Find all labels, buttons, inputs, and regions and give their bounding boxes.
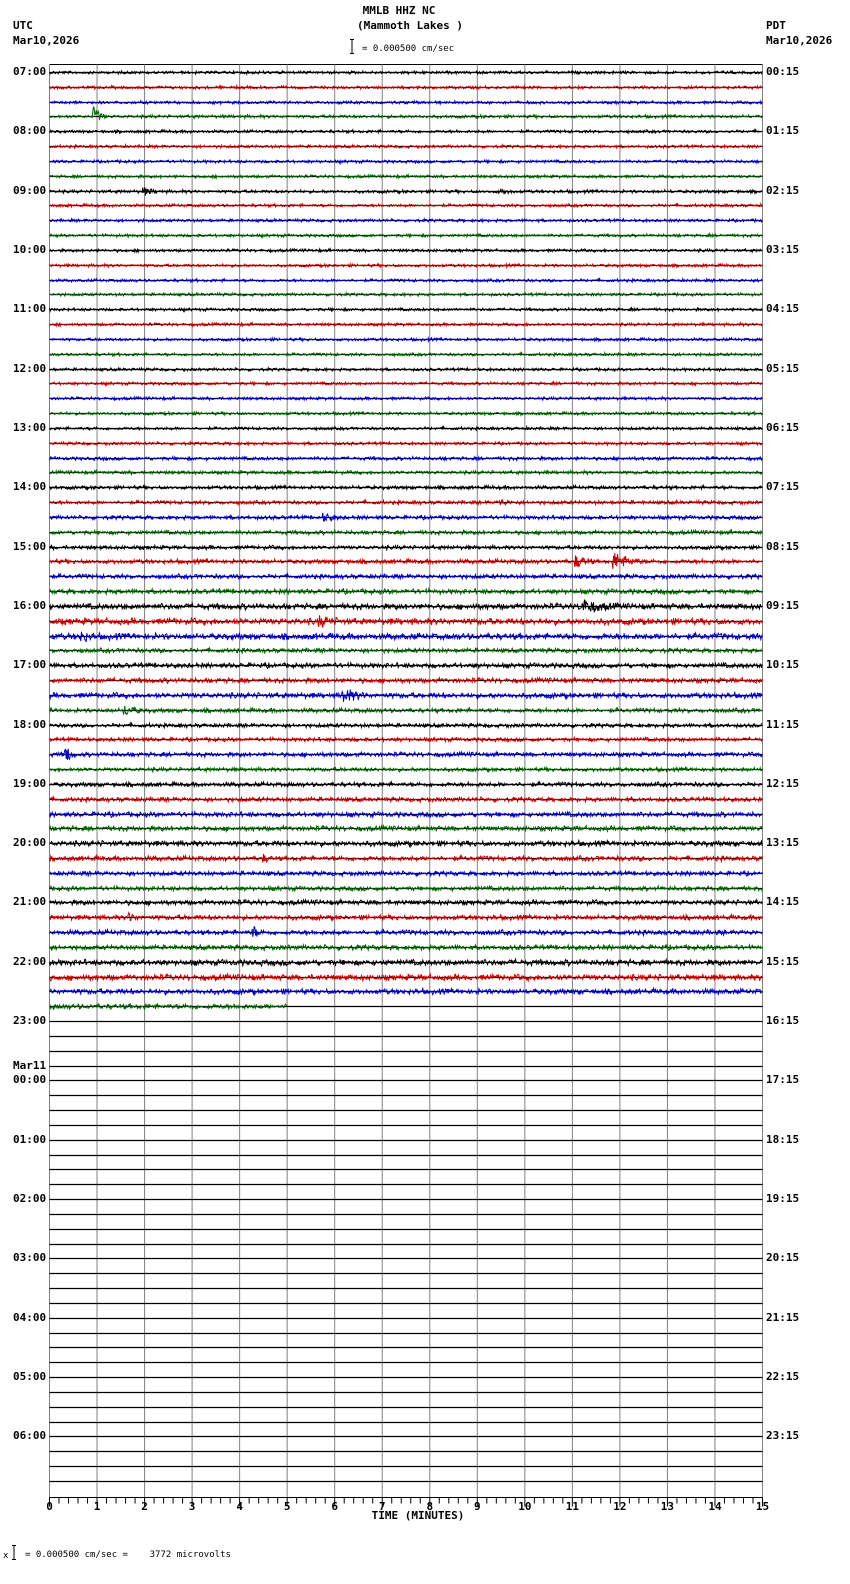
right-date: Mar10,2026	[766, 34, 833, 47]
utc-hour-label: 22:00	[13, 954, 47, 968]
pdt-hour-label: 03:15	[766, 242, 800, 256]
utc-hour-label: 14:00	[13, 480, 47, 494]
pdt-hour-label: 14:15	[766, 895, 800, 909]
x-tick-label: 1	[93, 1500, 101, 1513]
x-axis-label: TIME (MINUTES)	[371, 1509, 465, 1522]
x-tick-label: 3	[188, 1500, 196, 1513]
pdt-hour-label: 11:15	[766, 717, 800, 731]
x-tick-label: 2	[141, 1500, 148, 1513]
utc-hour-label: 09:00	[13, 183, 47, 197]
utc-hour-label: 00:00	[13, 1073, 47, 1087]
pdt-hour-label: 19:15	[766, 1192, 800, 1206]
utc-hour-label: 03:00	[13, 1251, 47, 1265]
x-tick-label: 14	[708, 1500, 722, 1513]
pdt-hour-label: 16:15	[766, 1014, 800, 1028]
station-title: MMLB HHZ NC	[362, 4, 436, 17]
pdt-hour-label: 20:15	[766, 1251, 800, 1265]
left-date: Mar10,2026	[13, 34, 80, 47]
utc-hour-label: 21:00	[13, 895, 47, 909]
pdt-hour-label: 05:15	[766, 361, 800, 375]
pdt-hour-label: 17:15	[766, 1073, 800, 1087]
pdt-hour-label: 23:15	[766, 1429, 800, 1443]
utc-hour-label: 20:00	[13, 836, 47, 850]
x-tick-label: 6	[331, 1500, 338, 1513]
utc-hour-label: 17:00	[13, 658, 47, 672]
utc-hour-label: 12:00	[13, 361, 47, 375]
pdt-hour-label: 09:15	[766, 598, 800, 612]
pdt-hour-label: 13:15	[766, 836, 800, 850]
utc-hour-label: 23:00	[13, 1014, 47, 1028]
x-tick-label: 13	[660, 1500, 675, 1513]
x-tick-label: 0	[46, 1500, 53, 1513]
x-tick-label: 5	[283, 1500, 291, 1513]
pdt-hour-label: 04:15	[766, 302, 800, 316]
utc-hour-label: 13:00	[13, 420, 47, 434]
pdt-hour-label: 22:15	[766, 1370, 800, 1384]
pdt-hour-label: 18:15	[766, 1132, 800, 1146]
x-tick-label: 11	[565, 1500, 579, 1513]
pdt-hour-label: 12:15	[766, 776, 800, 790]
pdt-hour-label: 10:15	[766, 658, 800, 672]
right-timezone: PDT	[766, 19, 786, 32]
pdt-hour-label: 00:15	[766, 65, 800, 78]
utc-hour-label: 11:00	[13, 302, 47, 316]
station-location: (Mammoth Lakes )	[357, 19, 463, 32]
pdt-hour-label: 15:15	[766, 954, 800, 968]
scale-label: = 0.000500 cm/sec	[362, 44, 455, 54]
x-tick-label: 4	[236, 1500, 243, 1513]
utc-hour-label: 01:00	[13, 1132, 47, 1146]
footer-scale-label: = 0.000500 cm/sec = 3772 microvolts	[25, 1550, 231, 1560]
date-change-label: Mar11	[13, 1059, 47, 1073]
footer-mark: x	[3, 1551, 9, 1561]
x-tick-label: 10	[518, 1500, 532, 1513]
pdt-hour-label: 01:15	[766, 124, 800, 138]
utc-hour-label: 02:00	[13, 1192, 47, 1206]
pdt-hour-label: 21:15	[766, 1310, 800, 1324]
x-tick-label: 7	[378, 1500, 386, 1513]
utc-hour-label: 18:00	[13, 717, 47, 731]
utc-hour-label: 05:00	[13, 1370, 47, 1384]
utc-hour-label: 04:00	[13, 1310, 47, 1324]
pdt-hour-label: 08:15	[766, 539, 800, 553]
utc-hour-label: 16:00	[13, 598, 47, 612]
x-tick-label: 12	[613, 1500, 627, 1513]
left-timezone: UTC	[13, 19, 33, 32]
x-tick-label: 8	[426, 1500, 434, 1513]
utc-hour-label: 08:00	[13, 124, 47, 138]
x-tick-label: 9	[473, 1500, 481, 1513]
utc-hour-label: 15:00	[13, 539, 47, 553]
footer-scale-bar-icon	[12, 1545, 17, 1564]
pdt-hour-label: 06:15	[766, 420, 800, 434]
pdt-hour-label: 07:15	[766, 480, 800, 494]
pdt-hour-label: 02:15	[766, 183, 800, 197]
utc-hour-label: 06:00	[13, 1429, 47, 1443]
utc-hour-label: 07:00	[13, 65, 47, 78]
utc-hour-label: 19:00	[13, 776, 47, 790]
x-tick-label: 15	[755, 1500, 770, 1513]
scale-bar-icon	[350, 39, 354, 54]
utc-hour-label: 10:00	[13, 242, 47, 256]
